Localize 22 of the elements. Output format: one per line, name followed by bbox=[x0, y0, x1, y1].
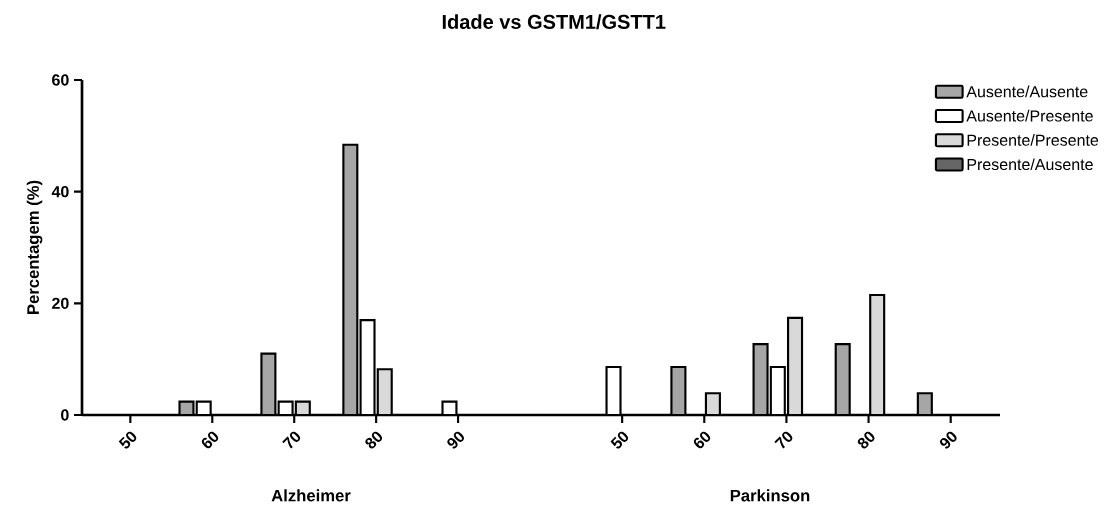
x-tick-label: 60 bbox=[693, 431, 711, 449]
y-axis-title: Percentagem (%) bbox=[26, 180, 43, 314]
y-tick-label: 20 bbox=[52, 297, 69, 309]
x-tick-label: 90 bbox=[939, 431, 957, 449]
x-tick-label: 90 bbox=[447, 431, 464, 449]
legend-label: Presente/Presente bbox=[967, 134, 1099, 146]
legend-label: Presente/Ausente bbox=[967, 158, 1093, 171]
y-tick-label: 0 bbox=[61, 409, 69, 421]
y-tick-label: 60 bbox=[52, 74, 69, 86]
chart-title: Idade vs GSTM1/GSTT1 bbox=[442, 14, 666, 30]
legend-label: Ausente/Ausente bbox=[966, 85, 1088, 98]
x-tick-label: 70 bbox=[774, 431, 793, 449]
x-tick-label: 50 bbox=[118, 431, 137, 449]
x-tick-label: 80 bbox=[857, 431, 875, 449]
x-tick-label: 80 bbox=[365, 431, 383, 449]
y-tick-label: 40 bbox=[51, 186, 69, 198]
x-axis-title: Parkinson bbox=[730, 489, 810, 502]
legend-label: Ausente/Presente bbox=[966, 109, 1093, 122]
x-axis-title: Alzheimer bbox=[271, 489, 351, 502]
x-tick-label: 60 bbox=[201, 431, 219, 449]
x-tick-label: 70 bbox=[282, 431, 301, 449]
x-tick-label: 50 bbox=[610, 431, 629, 449]
